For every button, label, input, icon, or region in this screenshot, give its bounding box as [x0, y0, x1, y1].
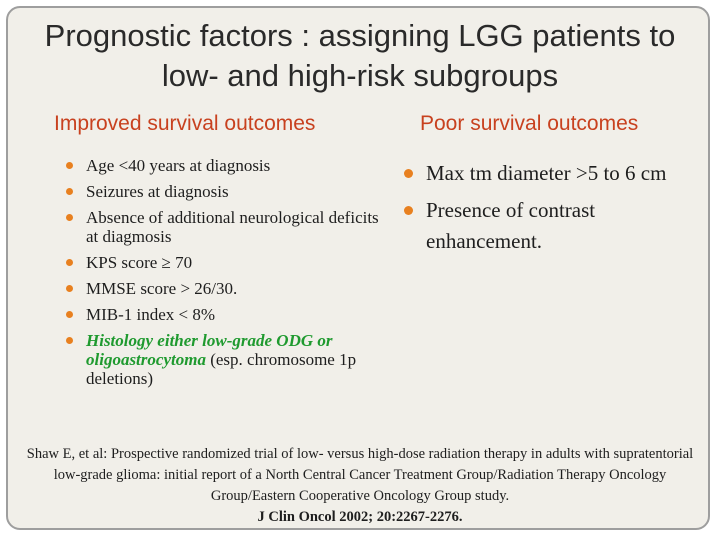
bullet-icon — [66, 214, 73, 221]
list-item-histology: Histology either low-grade ODG or oligoa… — [62, 331, 382, 388]
histology-highlight: Histology either low-grade ODG or oligoa… — [86, 331, 333, 369]
improved-outcomes-list: Age <40 years at diagnosis Seizures at d… — [62, 156, 382, 395]
list-item: MIB-1 index < 8% — [62, 305, 382, 324]
list-item-text: Seizures at diagnosis — [86, 182, 229, 201]
poor-outcomes-list: Max tm diameter >5 to 6 cm Presence of c… — [400, 158, 700, 263]
title-line-1: Prognostic factors : assigning LGG patie… — [44, 18, 676, 53]
list-item-text: Presence of contrast enhancement. — [426, 198, 596, 253]
list-item-text: Age <40 years at diagnosis — [86, 156, 271, 175]
bullet-icon — [66, 188, 73, 195]
list-item: Max tm diameter >5 to 6 cm — [400, 158, 700, 189]
improved-outcomes-heading: Improved survival outcomes — [54, 112, 316, 135]
slide-title: Prognostic factors : assigning LGG patie… — [8, 16, 712, 96]
slide: Prognostic factors : assigning LGG patie… — [6, 6, 710, 530]
title-line-2: low- and high-risk subgroups — [161, 58, 559, 93]
reference-citation: Shaw E, et al: Prospective randomized tr… — [22, 444, 698, 528]
bullet-icon — [66, 337, 73, 344]
list-item: Seizures at diagnosis — [62, 182, 382, 201]
list-item-text: MIB-1 index < 8% — [86, 305, 216, 324]
list-item: Age <40 years at diagnosis — [62, 156, 382, 175]
list-item-text: KPS score ≥ 70 — [86, 253, 193, 272]
list-item-text: Absence of additional neurological defic… — [86, 208, 379, 246]
bullet-icon — [66, 259, 73, 266]
journal-reference: J Clin Oncol 2002; 20:2267-2276. — [257, 509, 463, 525]
histology-note: (esp. chromosome 1p deletions) — [86, 350, 357, 388]
bullet-icon — [404, 169, 413, 178]
bullet-icon — [66, 311, 73, 318]
list-item-text: MMSE score > 26/30. — [86, 279, 238, 298]
list-item: KPS score ≥ 70 — [62, 253, 382, 272]
list-item: Presence of contrast enhancement. — [400, 195, 700, 257]
list-item-text: Max tm diameter >5 to 6 cm — [426, 161, 667, 185]
list-item: Absence of additional neurological defic… — [62, 208, 382, 246]
bullet-icon — [66, 162, 73, 169]
citation-text: Shaw E, et al: Prospective randomized tr… — [26, 446, 694, 504]
bullet-icon — [66, 285, 73, 292]
list-item: MMSE score > 26/30. — [62, 279, 382, 298]
bullet-icon — [404, 206, 413, 215]
poor-outcomes-heading: Poor survival outcomes — [420, 112, 639, 135]
